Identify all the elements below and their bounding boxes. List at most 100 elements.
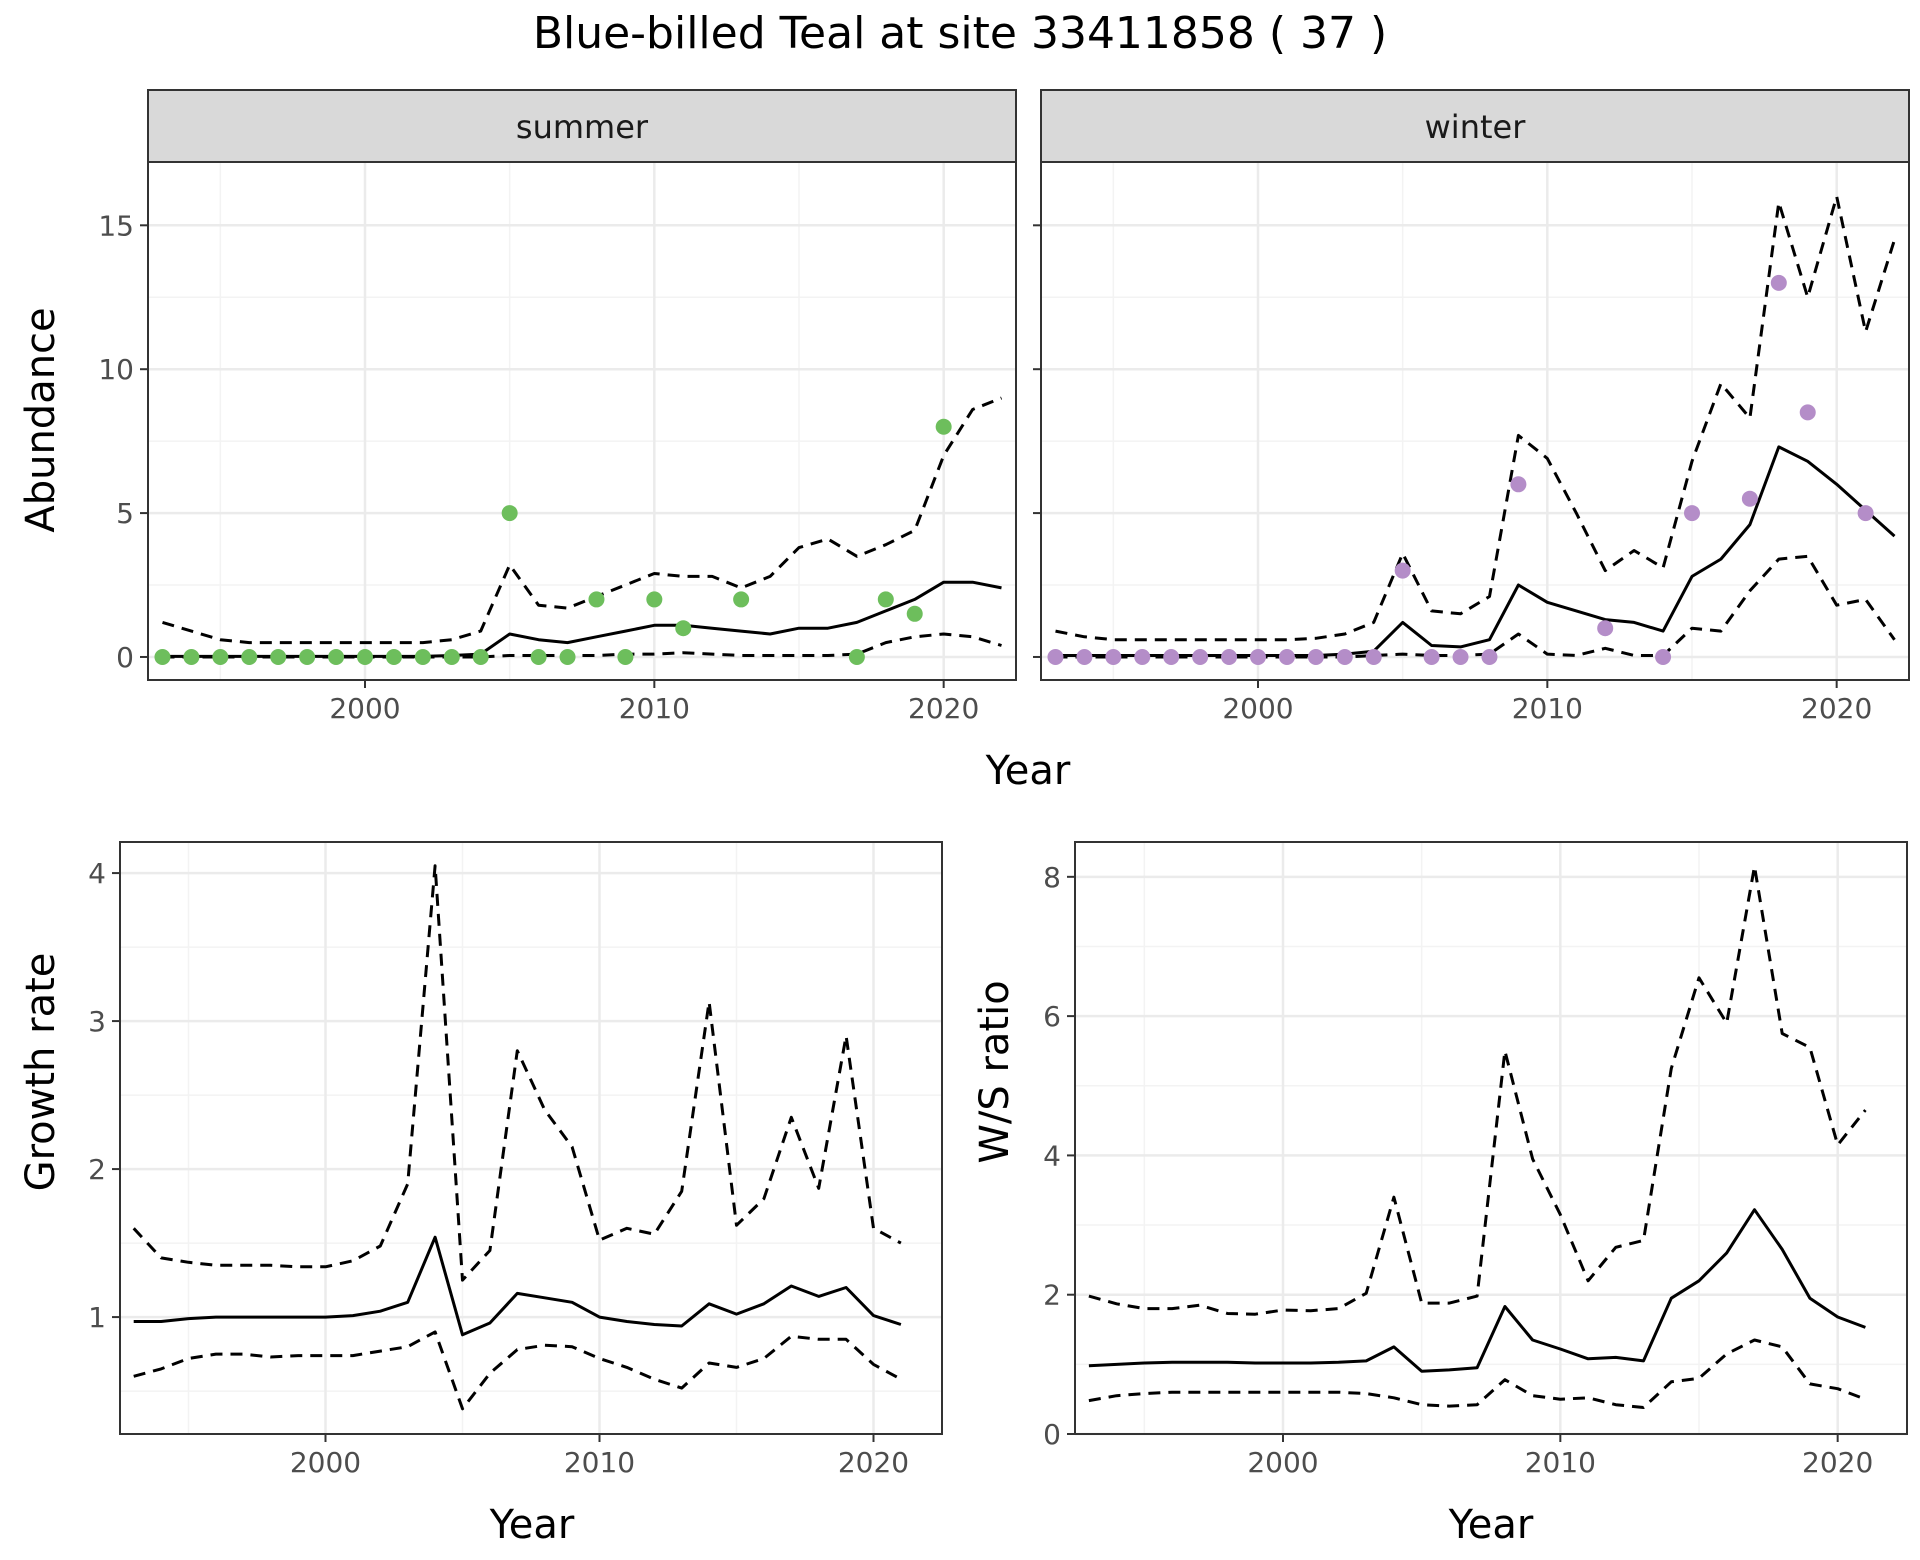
growth-lower-bound-line (133, 1330, 902, 1411)
summer-y-tick-label: 5 (116, 497, 134, 530)
figure-title: Blue-billed Teal at site 33411858 ( 37 ) (533, 8, 1387, 59)
winter-observed-point (1452, 648, 1469, 665)
summer-observed-point (877, 591, 894, 608)
ratio-panel-border (1074, 841, 1908, 1435)
winter-upper-bound-line (1055, 195, 1896, 642)
winter-observed-point (1770, 274, 1787, 291)
winter-x-tick-label: 2010 (1512, 692, 1583, 725)
summer-observed-point (588, 591, 605, 608)
winter-observed-point (1336, 648, 1353, 665)
summer-x-tick-label: 2010 (619, 692, 690, 725)
winter-observed-point (1307, 648, 1324, 665)
growth-y-tick-label: 3 (88, 1005, 106, 1038)
summer-x-tick-label: 2000 (329, 692, 400, 725)
winter-observed-point (1221, 648, 1238, 665)
winter-observed-point (1163, 648, 1180, 665)
summer-observed-point (675, 620, 692, 637)
strip-summer-bg (147, 89, 1017, 163)
winter-observed-point (1423, 648, 1440, 665)
growth-upper-bound-line (132, 864, 902, 1282)
winter-lower-bound-line (1055, 554, 1896, 659)
ws-ratio-panel: 2000 2010 2020 0 2 4 6 8 (1043, 841, 1908, 1479)
growth-x-tick-label: 2000 (290, 1446, 361, 1479)
ratio-estimate-line (1088, 1208, 1866, 1373)
winter-observed-point (1799, 404, 1816, 421)
growth-x-axis-title: Year (489, 1502, 575, 1548)
summer-observed-point (270, 648, 287, 665)
summer-observed-point (154, 648, 171, 665)
winter-observed-point (1192, 648, 1209, 665)
ratio-x-tick-label: 2020 (1802, 1446, 1873, 1479)
winter-observed-point (1365, 648, 1382, 665)
ratio-upper-bound-line (1088, 864, 1867, 1316)
winter-observed-point (1278, 648, 1295, 665)
winter-observed-point (1105, 648, 1122, 665)
growth-plot-background (120, 842, 942, 1434)
summer-observed-point (183, 648, 200, 665)
growth-rate-panel: 2000 2010 2020 1 2 3 4 (88, 841, 943, 1479)
winter-observed-point (1741, 490, 1758, 507)
growth-y-tick-label: 1 (88, 1301, 106, 1334)
winter-observed-point (1134, 648, 1151, 665)
summer-observed-point (530, 648, 547, 665)
winter-observed-point (1250, 648, 1266, 665)
summer-x-tick-label: 2020 (908, 692, 979, 725)
summer-abundance-panel: 2000 2010 2020 0 5 10 15 (98, 161, 1017, 725)
summer-y-tick-label: 0 (116, 641, 134, 674)
summer-panel-border (147, 161, 1017, 681)
winter-observed-point (1394, 562, 1411, 579)
ratio-lower-bound-line (1088, 1338, 1866, 1409)
summer-plot-background (148, 162, 1016, 680)
ratio-y-tick-label: 0 (1043, 1418, 1061, 1451)
summer-observed-point (328, 648, 345, 665)
winter-panel-border (1040, 161, 1910, 681)
winter-observed-point (1684, 505, 1700, 522)
summer-observed-point (357, 648, 373, 665)
summer-observed-point (646, 591, 663, 608)
summer-observed-point (559, 648, 576, 665)
ratio-y-tick-label: 2 (1043, 1279, 1061, 1312)
top-y-axis-title: Abundance (18, 307, 64, 532)
summer-observed-point (848, 648, 865, 665)
summer-observed-point (241, 648, 258, 665)
summer-observed-point (617, 648, 634, 665)
summer-observed-point (906, 605, 923, 622)
ratio-x-axis-title: Year (1448, 1502, 1534, 1548)
growth-y-axis-title: Growth rate (18, 953, 64, 1192)
ratio-y-tick-label: 8 (1043, 861, 1061, 894)
ratio-x-tick-label: 2000 (1247, 1446, 1318, 1479)
ratio-plot-background (1075, 842, 1907, 1434)
summer-observed-point (733, 591, 750, 608)
ratio-y-tick-label: 4 (1043, 1139, 1061, 1172)
summer-observed-point (212, 648, 229, 665)
ratio-y-axis-title: W/S ratio (972, 980, 1018, 1163)
summer-observed-point (385, 648, 402, 665)
strip-winter-bg (1040, 89, 1910, 163)
summer-y-tick-label: 10 (98, 353, 134, 386)
summer-y-tick-label: 15 (98, 209, 134, 242)
strip-summer-label: summer (516, 108, 649, 146)
growth-estimate-line (133, 1235, 902, 1337)
growth-y-tick-label: 2 (88, 1153, 106, 1186)
summer-observed-point (472, 648, 489, 665)
winter-x-tick-label: 2000 (1222, 692, 1293, 725)
growth-x-tick-label: 2020 (838, 1446, 909, 1479)
summer-observed-point (501, 505, 518, 522)
winter-observed-point (1047, 648, 1064, 665)
winter-x-tick-label: 2020 (1801, 692, 1872, 725)
summer-observed-point (299, 648, 316, 665)
winter-abundance-panel: 2000 2010 2020 (1033, 161, 1910, 725)
summer-observed-point (414, 648, 431, 665)
growth-x-tick-label: 2010 (564, 1446, 635, 1479)
winter-observed-point (1510, 476, 1527, 493)
summer-upper-bound-line (162, 396, 1003, 645)
winter-plot-background (1041, 162, 1909, 680)
winter-observed-point (1655, 648, 1672, 665)
winter-observed-point (1857, 505, 1874, 522)
top-x-axis-title: Year (985, 748, 1071, 794)
winter-observed-point (1597, 620, 1614, 637)
winter-observed-point (1076, 648, 1093, 665)
ratio-y-tick-label: 6 (1043, 1000, 1061, 1033)
summer-observed-point (443, 648, 460, 665)
